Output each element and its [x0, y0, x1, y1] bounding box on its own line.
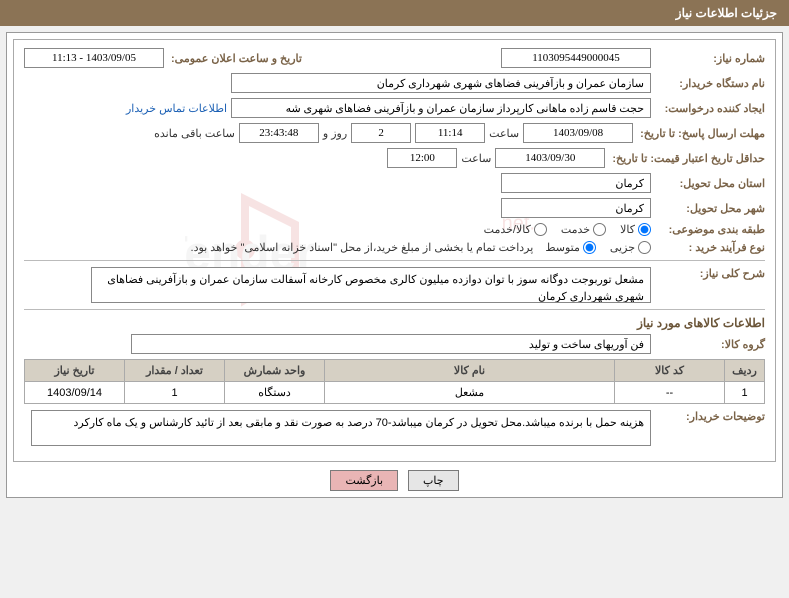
cat-both-label: کالا/خدمت — [484, 223, 531, 236]
cat-goods-option[interactable]: کالا — [620, 223, 651, 236]
table-header-row: ردیف کد کالا نام کالا واحد شمارش تعداد /… — [25, 360, 765, 382]
buyer-org-field[interactable] — [231, 73, 651, 93]
cat-service-label: خدمت — [561, 223, 590, 236]
deadline-date-field[interactable] — [523, 123, 633, 143]
description-label: شرح کلی نیاز: — [655, 267, 765, 280]
cat-both-option[interactable]: کالا/خدمت — [484, 223, 547, 236]
group-field[interactable] — [131, 334, 651, 354]
buyer-contact-link[interactable]: اطلاعات تماس خریدار — [126, 102, 227, 115]
deadline-time-field[interactable] — [415, 123, 485, 143]
cell-name: مشعل — [325, 382, 615, 404]
remaining-suffix: ساعت باقی مانده — [154, 127, 235, 140]
main-frame: AriaTender .net شماره نیاز: تاریخ و ساعت… — [6, 32, 783, 498]
need-number-label: شماره نیاز: — [655, 52, 765, 65]
th-name: نام کالا — [325, 360, 615, 382]
form-panel: AriaTender .net شماره نیاز: تاریخ و ساعت… — [13, 39, 776, 462]
province-label: استان محل تحویل: — [655, 177, 765, 190]
days-field[interactable] — [351, 123, 411, 143]
pt-partial-option[interactable]: جزیی — [610, 241, 651, 254]
pt-medium-radio[interactable] — [583, 241, 596, 254]
items-table: ردیف کد کالا نام کالا واحد شمارش تعداد /… — [24, 359, 765, 404]
validity-label: حداقل تاریخ اعتبار قیمت: تا تاریخ: — [609, 152, 765, 165]
city-field[interactable] — [501, 198, 651, 218]
pt-partial-label: جزیی — [610, 241, 635, 254]
cell-idx: 1 — [725, 382, 765, 404]
cat-service-option[interactable]: خدمت — [561, 223, 606, 236]
deadline-label: مهلت ارسال پاسخ: تا تاریخ: — [637, 127, 765, 140]
back-button[interactable]: بازگشت — [330, 470, 398, 491]
pt-medium-option[interactable]: متوسط — [545, 241, 596, 254]
days-suffix: روز و — [323, 127, 347, 140]
row-purchase-type: نوع فرآیند خرید : جزیی متوسط پرداخت تمام… — [24, 241, 765, 254]
validity-date-field[interactable] — [495, 148, 605, 168]
th-date: تاریخ نیاز — [25, 360, 125, 382]
th-row: ردیف — [725, 360, 765, 382]
purchase-type-label: نوع فرآیند خرید : — [655, 241, 765, 254]
pt-partial-radio[interactable] — [638, 241, 651, 254]
cat-service-radio[interactable] — [593, 223, 606, 236]
items-section-title: اطلاعات کالاهای مورد نیاز — [24, 309, 765, 330]
cell-qty: 1 — [125, 382, 225, 404]
cell-unit: دستگاه — [225, 382, 325, 404]
buyer-notes-label: توضیحات خریدار: — [655, 410, 765, 423]
pt-medium-label: متوسط — [545, 241, 580, 254]
validity-time-field[interactable] — [387, 148, 457, 168]
requester-label: ایجاد کننده درخواست: — [655, 102, 765, 115]
cat-goods-label: کالا — [620, 223, 635, 236]
need-number-field[interactable] — [501, 48, 651, 68]
cat-both-radio[interactable] — [534, 223, 547, 236]
row-need-number: شماره نیاز: تاریخ و ساعت اعلان عمومی: — [24, 48, 765, 68]
payment-note: پرداخت تمام یا بخشی از مبلغ خرید،از محل … — [191, 241, 534, 254]
th-unit: واحد شمارش — [225, 360, 325, 382]
remaining-time-field[interactable] — [239, 123, 319, 143]
announce-field[interactable] — [24, 48, 164, 68]
row-validity: حداقل تاریخ اعتبار قیمت: تا تاریخ: ساعت — [24, 148, 765, 168]
purchase-type-radio-group: جزیی متوسط — [545, 241, 651, 254]
row-province: استان محل تحویل: — [24, 173, 765, 193]
row-buyer-org: نام دستگاه خریدار: — [24, 73, 765, 93]
buyer-notes-box[interactable]: هزینه حمل با برنده میباشد.محل تحویل در ک… — [31, 410, 651, 446]
group-label: گروه کالا: — [655, 338, 765, 351]
table-row: 1 -- مشعل دستگاه 1 1403/09/14 — [25, 382, 765, 404]
row-deadline: مهلت ارسال پاسخ: تا تاریخ: ساعت روز و سا… — [24, 123, 765, 143]
province-field[interactable] — [501, 173, 651, 193]
row-group: گروه کالا: — [24, 334, 765, 354]
buyer-org-label: نام دستگاه خریدار: — [655, 77, 765, 90]
time-word-1: ساعت — [489, 127, 519, 140]
cell-code: -- — [615, 382, 725, 404]
row-description: شرح کلی نیاز: مشعل توربوجت دوگانه سوز با… — [24, 267, 765, 303]
row-category: طبقه بندی موضوعی: کالا خدمت کالا/خدمت — [24, 223, 765, 236]
row-city: شهر محل تحویل: — [24, 198, 765, 218]
th-code: کد کالا — [615, 360, 725, 382]
row-buyer-notes: توضیحات خریدار: هزینه حمل با برنده میباش… — [24, 410, 765, 446]
row-requester: ایجاد کننده درخواست: اطلاعات تماس خریدار — [24, 98, 765, 118]
announce-label: تاریخ و ساعت اعلان عمومی: — [168, 52, 302, 65]
th-qty: تعداد / مقدار — [125, 360, 225, 382]
page-title: جزئیات اطلاعات نیاز — [676, 6, 777, 20]
cat-goods-radio[interactable] — [638, 223, 651, 236]
cell-date: 1403/09/14 — [25, 382, 125, 404]
button-bar: چاپ بازگشت — [13, 470, 776, 491]
description-box[interactable]: مشعل توربوجت دوگانه سوز با توان دوازده م… — [91, 267, 651, 303]
category-radio-group: کالا خدمت کالا/خدمت — [484, 223, 651, 236]
requester-field[interactable] — [231, 98, 651, 118]
print-button[interactable]: چاپ — [408, 470, 459, 491]
page-header: جزئیات اطلاعات نیاز — [0, 0, 789, 26]
category-label: طبقه بندی موضوعی: — [655, 223, 765, 236]
time-word-2: ساعت — [461, 152, 491, 165]
city-label: شهر محل تحویل: — [655, 202, 765, 215]
